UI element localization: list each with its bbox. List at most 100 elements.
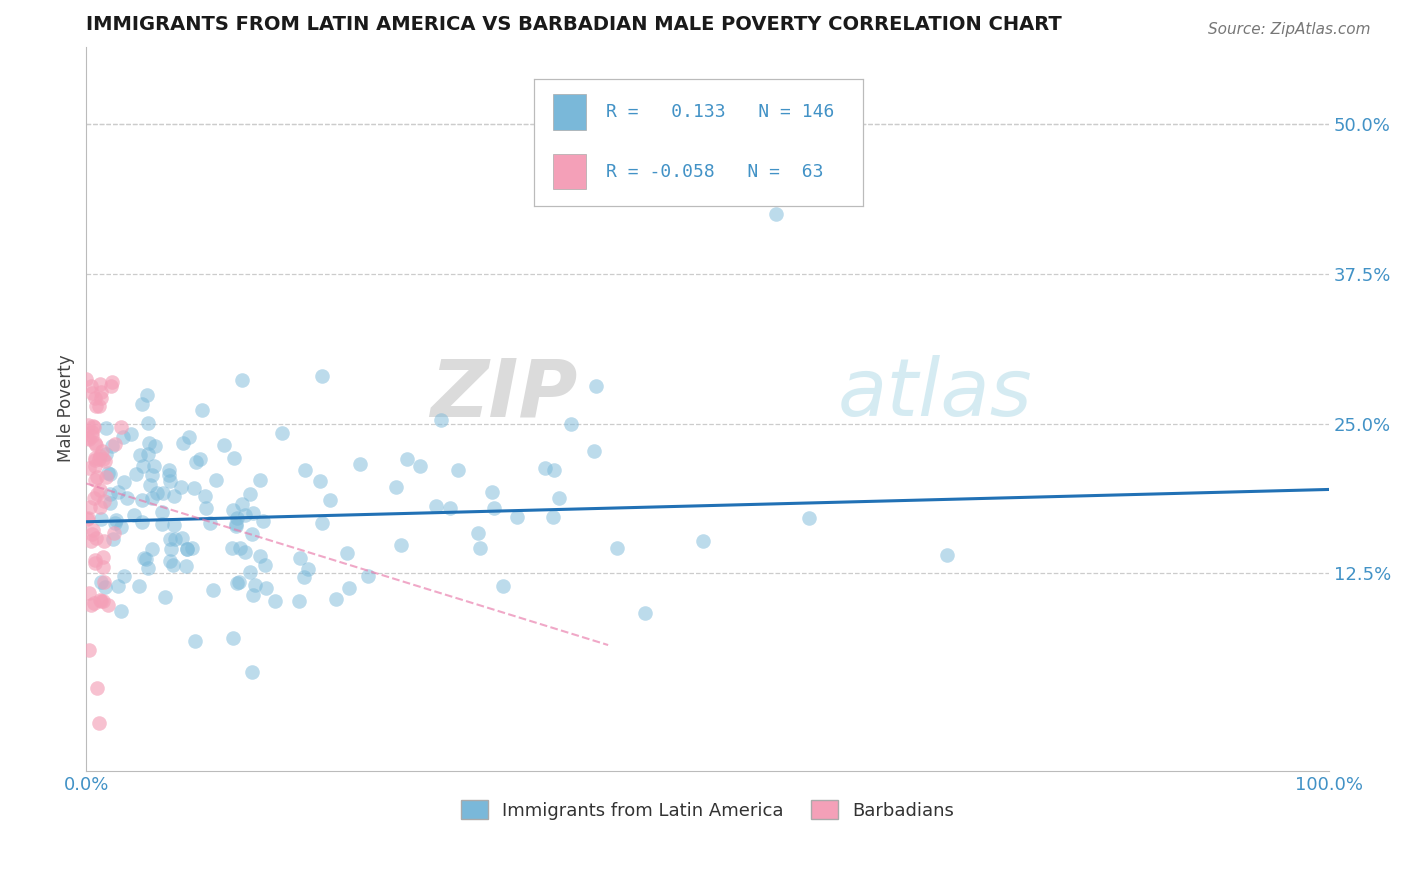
Point: [384, 480, 406, 494]
Point: [470, 541, 492, 555]
Point: [176, 541, 198, 556]
Point: [97, 467, 120, 481]
Point: [254, 558, 277, 573]
Point: [82, 419, 104, 434]
Point: [90, 594, 112, 608]
Point: [325, 592, 347, 607]
Point: [93, 494, 115, 508]
Point: [86, 399, 108, 413]
Point: [97, 598, 120, 612]
Point: [165, 532, 187, 546]
Point: [585, 379, 607, 393]
Point: [84, 458, 107, 473]
Point: [634, 606, 657, 620]
Point: [105, 513, 128, 527]
Point: [77, 461, 100, 475]
Point: [83, 420, 105, 434]
Point: [84, 453, 107, 467]
Point: [239, 565, 262, 579]
Point: [77, 432, 100, 446]
Point: [225, 519, 247, 533]
Point: [103, 532, 125, 546]
Point: [240, 526, 263, 541]
Point: [98, 486, 121, 500]
Point: [319, 493, 342, 508]
Point: [98, 496, 121, 510]
Point: [225, 576, 247, 591]
Point: [560, 417, 582, 432]
Point: [143, 458, 166, 473]
Point: [93, 594, 115, 608]
Point: [84, 473, 107, 487]
Point: [548, 491, 571, 505]
Point: [94, 470, 117, 484]
Point: [86, 487, 108, 501]
Point: [89, 483, 111, 497]
Point: [152, 486, 174, 500]
Point: [692, 533, 714, 548]
Point: [96, 421, 118, 435]
Point: [139, 478, 162, 492]
Point: [395, 451, 418, 466]
Point: [194, 501, 217, 516]
Point: [409, 458, 432, 473]
Point: [114, 569, 136, 583]
Point: [212, 438, 235, 452]
Point: [83, 596, 105, 610]
Point: [311, 369, 333, 384]
Point: [101, 439, 124, 453]
Point: [91, 443, 114, 458]
Point: [110, 420, 132, 434]
Point: [176, 541, 198, 556]
Point: [112, 475, 135, 490]
Point: [243, 578, 266, 592]
Point: [124, 467, 146, 481]
Point: [170, 532, 193, 546]
Point: [311, 516, 333, 531]
Point: [194, 489, 217, 503]
Point: [492, 579, 515, 593]
Point: [128, 579, 150, 593]
Point: [86, 681, 108, 695]
Point: [84, 437, 107, 451]
Text: Source: ZipAtlas.com: Source: ZipAtlas.com: [1208, 22, 1371, 37]
Point: [264, 594, 287, 608]
Point: [439, 501, 461, 516]
Point: [159, 554, 181, 568]
Point: [249, 474, 271, 488]
Point: [337, 582, 360, 596]
Point: [606, 541, 628, 556]
Point: [122, 508, 145, 522]
Point: [482, 500, 505, 515]
Point: [80, 599, 103, 613]
Point: [93, 549, 115, 564]
Point: [129, 448, 152, 462]
Point: [132, 459, 155, 474]
Point: [506, 509, 529, 524]
Point: [77, 418, 100, 433]
Point: [86, 469, 108, 483]
Point: [82, 523, 104, 537]
Point: [225, 516, 247, 531]
Point: [76, 372, 98, 386]
Point: [89, 500, 111, 514]
Point: [110, 604, 132, 618]
Point: [136, 561, 159, 575]
Text: ZIP: ZIP: [430, 355, 576, 434]
Point: [131, 492, 153, 507]
Point: [77, 642, 100, 657]
Point: [294, 463, 316, 477]
Point: [205, 474, 228, 488]
Point: [138, 435, 160, 450]
Point: [292, 570, 315, 584]
Point: [239, 487, 262, 501]
Point: [229, 541, 252, 556]
Point: [231, 373, 253, 387]
Point: [103, 525, 125, 540]
Point: [100, 376, 122, 390]
Point: [84, 436, 107, 450]
Point: [94, 454, 117, 468]
Legend: Immigrants from Latin America, Barbadians: Immigrants from Latin America, Barbadian…: [454, 793, 962, 827]
Point: [83, 451, 105, 466]
Point: [163, 489, 186, 503]
